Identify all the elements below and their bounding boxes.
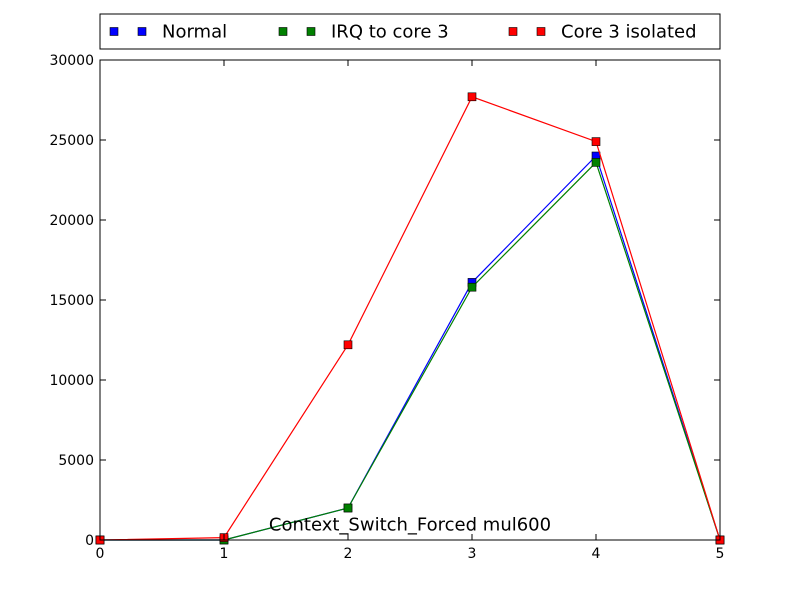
x-tick-label: 4 — [592, 546, 601, 562]
x-tick-label: 1 — [220, 546, 229, 562]
data-point — [343, 340, 353, 350]
plot-frame — [99, 59, 721, 541]
y-tick-label: 30000 — [49, 53, 94, 69]
legend-entry: Core 3 isolated — [508, 22, 697, 43]
data-point — [591, 158, 601, 167]
x-tick-label: 2 — [344, 546, 353, 562]
y-tick-label: 15000 — [49, 293, 94, 309]
legend-label: Normal — [162, 22, 227, 43]
y-tick-label: 10000 — [49, 373, 94, 389]
series-layer — [95, 92, 725, 545]
series-1 — [95, 158, 725, 545]
legend-marker — [306, 27, 316, 36]
legend-entry: Normal — [109, 22, 227, 43]
chart-annotation: Context_Switch_Forced mul600 — [269, 514, 551, 535]
y-tick-label: 25000 — [49, 133, 94, 149]
legend-box — [99, 13, 721, 50]
y-tick-label: 20000 — [49, 213, 94, 229]
series-line — [99, 96, 721, 541]
y-tick-label: 5000 — [58, 453, 94, 469]
legend-items: Normal IRQ to core 3 Core 3 isolated — [109, 22, 697, 43]
legend-label: Core 3 isolated — [561, 22, 697, 43]
data-point — [591, 137, 601, 146]
series-line — [100, 154, 721, 541]
legend-marker — [278, 27, 288, 36]
legend-marker — [137, 27, 147, 36]
ticks-layer: 0 1 2 3 4 5 0 5000 10000 15000 20000 25000 30000 — [49, 53, 724, 562]
legend: Normal IRQ to core 3 Core 3 isolated — [99, 13, 721, 50]
series-2 — [95, 92, 725, 545]
legend-marker — [536, 27, 546, 36]
x-tick-label: 5 — [716, 546, 725, 562]
x-tick-label: 3 — [468, 546, 477, 562]
data-point — [467, 282, 477, 292]
x-tick-label: 0 — [96, 546, 105, 562]
legend-entry: IRQ to core 3 — [278, 22, 449, 43]
data-point — [343, 503, 353, 513]
y-tick-label: 0 — [85, 533, 94, 549]
legend-label: IRQ to core 3 — [331, 22, 449, 43]
series-line — [100, 161, 721, 541]
legend-marker — [109, 27, 119, 36]
data-point — [467, 92, 477, 102]
legend-marker — [508, 27, 518, 36]
series-0 — [95, 151, 725, 545]
